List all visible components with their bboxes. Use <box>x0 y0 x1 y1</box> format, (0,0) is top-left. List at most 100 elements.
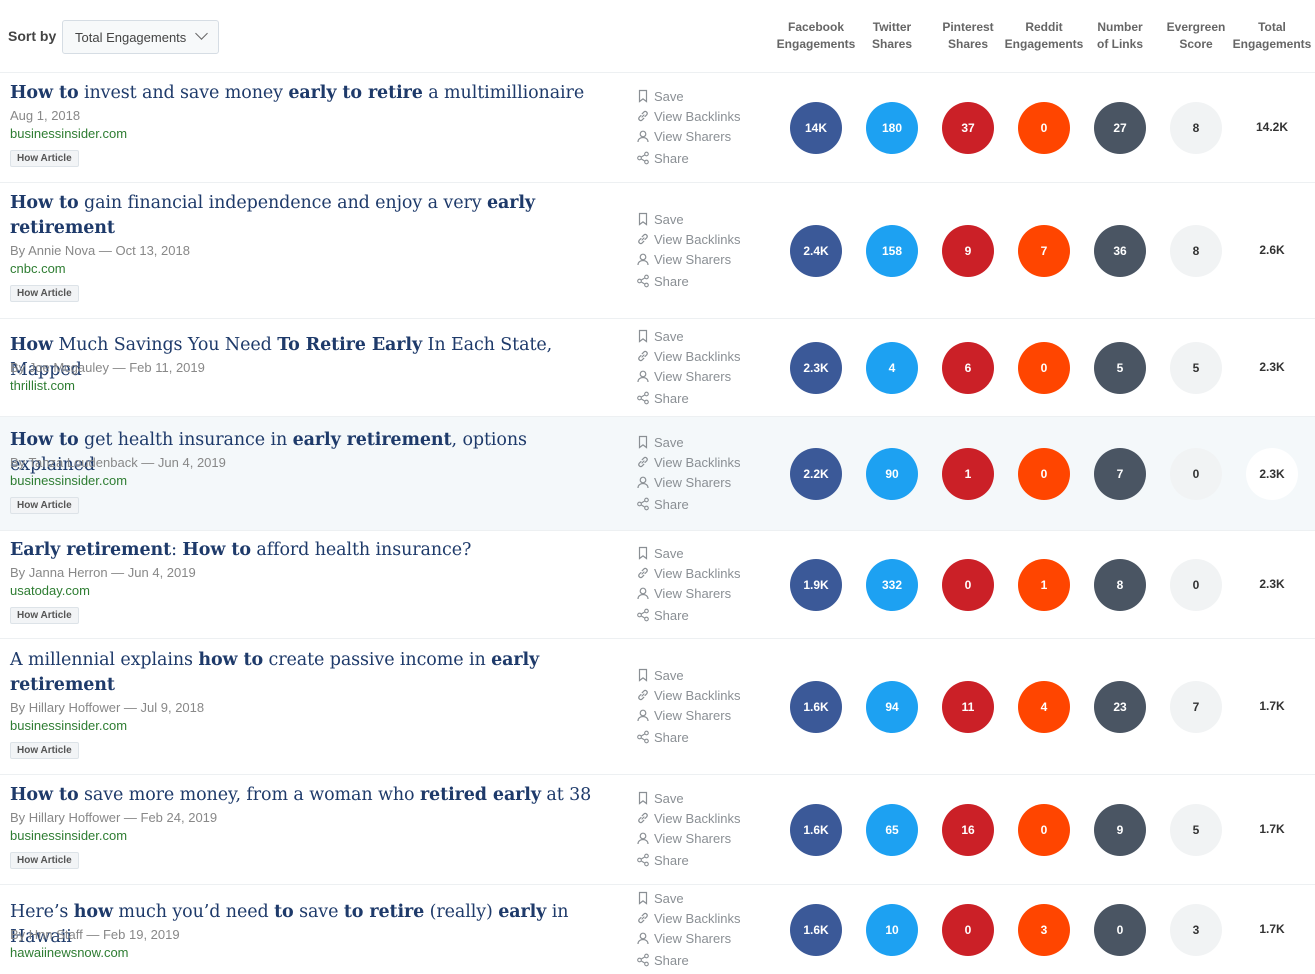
stat-twitter-badge[interactable]: 158 <box>866 225 918 277</box>
article-title-link[interactable]: How to invest and save money early to re… <box>10 83 585 103</box>
action-label: View Backlinks <box>654 911 741 926</box>
stat-pinterest-badge[interactable]: 11 <box>942 681 994 733</box>
article-title-link[interactable]: Here’s how much you’d need to save to re… <box>10 902 569 947</box>
action-save[interactable]: Save <box>636 329 684 347</box>
action-save[interactable]: Save <box>636 435 684 453</box>
action-backlinks[interactable]: View Backlinks <box>636 566 740 584</box>
action-sharers[interactable]: View Sharers <box>636 831 731 849</box>
header-facebook-engagements[interactable]: Facebook Engagements <box>774 19 858 53</box>
action-label: Share <box>654 391 689 406</box>
action-share[interactable]: Share <box>636 853 689 871</box>
article-title-link[interactable]: How to gain financial independence and e… <box>10 193 535 238</box>
action-sharers[interactable]: View Sharers <box>636 931 731 949</box>
header-total-engagements[interactable]: Total Engagements <box>1230 19 1314 53</box>
stat-facebook-badge[interactable]: 2.3K <box>790 342 842 394</box>
stat-pinterest-badge[interactable]: 0 <box>942 904 994 956</box>
action-backlinks[interactable]: View Backlinks <box>636 349 740 367</box>
action-sharers[interactable]: View Sharers <box>636 586 731 604</box>
stat-reddit-badge[interactable]: 0 <box>1018 448 1070 500</box>
action-share[interactable]: Share <box>636 953 689 971</box>
action-sharers[interactable]: View Sharers <box>636 369 731 387</box>
stat-pinterest-badge[interactable]: 9 <box>942 225 994 277</box>
article-domain-link[interactable]: hawaiinewsnow.com <box>10 945 129 960</box>
action-sharers[interactable]: View Sharers <box>636 252 731 270</box>
action-label: View Sharers <box>654 931 732 946</box>
stat-twitter-badge[interactable]: 90 <box>866 448 918 500</box>
article-domain-link[interactable]: businessinsider.com <box>10 126 128 141</box>
stat-reddit-badge[interactable]: 0 <box>1018 342 1070 394</box>
action-save[interactable]: Save <box>636 212 684 230</box>
stat-twitter-badge[interactable]: 180 <box>866 102 918 154</box>
stat-links-badge[interactable]: 36 <box>1094 225 1146 277</box>
article-domain-link[interactable]: cnbc.com <box>10 261 66 276</box>
stat-pinterest-badge[interactable]: 1 <box>942 448 994 500</box>
action-sharers[interactable]: View Sharers <box>636 129 731 147</box>
stat-pinterest-badge[interactable]: 6 <box>942 342 994 394</box>
action-share[interactable]: Share <box>636 391 689 409</box>
action-share[interactable]: Share <box>636 497 689 515</box>
article-title-link[interactable]: A millennial explains how to create pass… <box>10 650 540 695</box>
stat-facebook-badge[interactable]: 1.6K <box>790 681 842 733</box>
action-share[interactable]: Share <box>636 730 689 748</box>
stat-reddit-badge[interactable]: 3 <box>1018 904 1070 956</box>
stat-reddit-badge[interactable]: 0 <box>1018 804 1070 856</box>
stat-links-badge[interactable]: 27 <box>1094 102 1146 154</box>
stat-pinterest-badge[interactable]: 0 <box>942 559 994 611</box>
header-twitter-shares[interactable]: Twitter Shares <box>850 19 934 53</box>
stat-twitter-badge[interactable]: 332 <box>866 559 918 611</box>
header-number-of-links[interactable]: Number of Links <box>1078 19 1162 53</box>
header-evergreen-score[interactable]: Evergreen Score <box>1154 19 1238 53</box>
action-save[interactable]: Save <box>636 891 684 909</box>
stat-twitter-badge[interactable]: 4 <box>866 342 918 394</box>
action-backlinks[interactable]: View Backlinks <box>636 232 740 250</box>
stat-twitter-badge[interactable]: 10 <box>866 904 918 956</box>
action-sharers[interactable]: View Sharers <box>636 708 731 726</box>
stat-links-badge[interactable]: 7 <box>1094 448 1146 500</box>
stat-links-badge[interactable]: 8 <box>1094 559 1146 611</box>
stat-links-badge[interactable]: 9 <box>1094 804 1146 856</box>
sort-dropdown[interactable]: Total Engagements <box>62 20 219 54</box>
stat-facebook-badge[interactable]: 1.6K <box>790 804 842 856</box>
stat-links-badge[interactable]: 0 <box>1094 904 1146 956</box>
stat-reddit-badge[interactable]: 7 <box>1018 225 1070 277</box>
article-domain-link[interactable]: thrillist.com <box>10 378 76 393</box>
stat-pinterest-badge[interactable]: 37 <box>942 102 994 154</box>
article-title-link[interactable]: How Much Savings You Need To Retire Earl… <box>10 335 553 380</box>
article-domain-link[interactable]: businessinsider.com <box>10 718 128 733</box>
article-domain-link[interactable]: businessinsider.com <box>10 473 128 488</box>
stat-facebook-badge[interactable]: 1.6K <box>790 904 842 956</box>
action-backlinks[interactable]: View Backlinks <box>636 109 740 127</box>
action-backlinks[interactable]: View Backlinks <box>636 455 740 473</box>
stat-reddit-badge[interactable]: 4 <box>1018 681 1070 733</box>
stat-links-badge[interactable]: 23 <box>1094 681 1146 733</box>
stat-twitter-badge[interactable]: 94 <box>866 681 918 733</box>
action-backlinks[interactable]: View Backlinks <box>636 688 740 706</box>
stat-reddit-badge[interactable]: 0 <box>1018 102 1070 154</box>
action-backlinks[interactable]: View Backlinks <box>636 911 740 929</box>
header-pinterest-shares[interactable]: Pinterest Shares <box>926 19 1010 53</box>
action-save[interactable]: Save <box>636 668 684 686</box>
action-share[interactable]: Share <box>636 151 689 169</box>
action-save[interactable]: Save <box>636 546 684 564</box>
stat-links-badge[interactable]: 5 <box>1094 342 1146 394</box>
stat-facebook-badge[interactable]: 1.9K <box>790 559 842 611</box>
article-title-link[interactable]: Early retirement: How to afford health i… <box>10 540 472 560</box>
stat-twitter-badge[interactable]: 65 <box>866 804 918 856</box>
article-domain-link[interactable]: businessinsider.com <box>10 828 128 843</box>
stat-facebook-badge[interactable]: 2.2K <box>790 448 842 500</box>
article-title-link[interactable]: How to save more money, from a woman who… <box>10 785 592 805</box>
article-domain-link[interactable]: usatoday.com <box>10 583 90 598</box>
header-reddit-engagements[interactable]: Reddit Engagements <box>1002 19 1086 53</box>
action-share[interactable]: Share <box>636 274 689 292</box>
stat-facebook-badge[interactable]: 2.4K <box>790 225 842 277</box>
action-save[interactable]: Save <box>636 791 684 809</box>
stat-reddit-badge[interactable]: 1 <box>1018 559 1070 611</box>
action-save[interactable]: Save <box>636 89 684 107</box>
stat-facebook-badge[interactable]: 14K <box>790 102 842 154</box>
action-share[interactable]: Share <box>636 608 689 626</box>
article-title-link[interactable]: How to get health insurance in early ret… <box>10 430 527 475</box>
action-sharers[interactable]: View Sharers <box>636 475 731 493</box>
action-label: Share <box>654 730 689 745</box>
stat-pinterest-badge[interactable]: 16 <box>942 804 994 856</box>
action-backlinks[interactable]: View Backlinks <box>636 811 740 829</box>
